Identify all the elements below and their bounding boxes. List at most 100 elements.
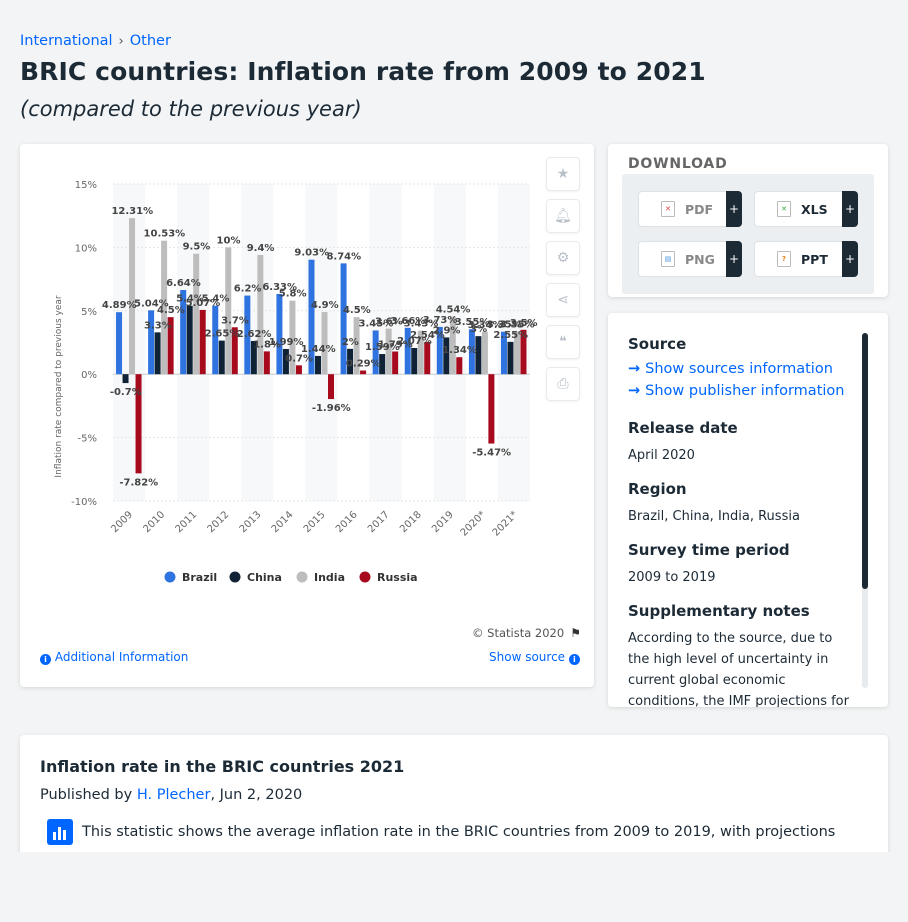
plus-icon[interactable]: + bbox=[726, 191, 742, 227]
info-scrollbar[interactable] bbox=[862, 333, 868, 688]
bar-russia bbox=[135, 374, 142, 474]
bar-brazil bbox=[372, 330, 379, 375]
bar-russia bbox=[263, 351, 270, 375]
download-xls-button[interactable]: ✕ XLS + bbox=[754, 191, 858, 227]
copyright-text: © Statista 2020 bbox=[472, 626, 565, 640]
y-tick-label: 5% bbox=[81, 307, 97, 318]
data-label: 4.5% bbox=[343, 305, 371, 316]
data-label: 5.04% bbox=[134, 298, 169, 309]
bar-china bbox=[154, 332, 161, 375]
share-icon[interactable]: ⋖ bbox=[546, 283, 580, 317]
bar-india bbox=[385, 328, 392, 375]
header-area: International › Other BRIC countries: In… bbox=[0, 0, 908, 140]
data-label: 0.7% bbox=[285, 353, 313, 364]
bar-india bbox=[449, 316, 456, 375]
page-subtitle: (compared to the previous year) bbox=[20, 97, 362, 121]
bar-china bbox=[282, 348, 289, 375]
data-label: -5.47% bbox=[472, 448, 511, 459]
show-sources-link[interactable]: → Show sources information bbox=[628, 361, 854, 377]
bar-china bbox=[122, 374, 129, 384]
bar-india bbox=[257, 255, 264, 375]
info-scrollbar-thumb[interactable] bbox=[862, 333, 868, 589]
data-label: 3.5% bbox=[510, 318, 538, 329]
bar-russia bbox=[328, 374, 334, 400]
data-label: 1.79% bbox=[378, 340, 413, 351]
bar-russia bbox=[392, 351, 399, 375]
published-date: , Jun 2, 2020 bbox=[210, 787, 303, 803]
legend-label-brazil: Brazil bbox=[182, 571, 217, 584]
author-link[interactable]: H. Plecher bbox=[136, 787, 211, 803]
bar-brazil bbox=[244, 295, 251, 375]
gear-icon[interactable]: ⚙ bbox=[546, 241, 580, 275]
bar-china bbox=[507, 341, 514, 375]
survey-period-value: 2009 to 2019 bbox=[628, 570, 716, 585]
bar-china bbox=[475, 336, 482, 375]
release-date-value: April 2020 bbox=[628, 448, 695, 463]
data-label: 2.65% bbox=[205, 329, 240, 340]
plus-icon[interactable]: + bbox=[842, 191, 858, 227]
data-label: 5.8% bbox=[279, 289, 307, 300]
breadcrumb-other[interactable]: Other bbox=[129, 33, 171, 49]
show-sources-label: Show sources information bbox=[645, 361, 833, 377]
data-label: -7.82% bbox=[119, 477, 158, 488]
statistic-description: This statistic shows the average inflati… bbox=[82, 824, 836, 840]
data-label: 3.45% bbox=[359, 318, 394, 329]
show-publisher-link[interactable]: → Show publisher information bbox=[628, 383, 854, 399]
data-label: -1.96% bbox=[312, 403, 351, 414]
bar-brazil bbox=[468, 329, 475, 375]
bar-brazil bbox=[276, 293, 283, 375]
x-tick-label: 2009 bbox=[109, 509, 135, 535]
download-ppt-label: PPT bbox=[801, 251, 828, 267]
data-label: 4.5% bbox=[157, 305, 185, 316]
breadcrumb-separator-icon: › bbox=[118, 33, 124, 49]
data-label: -0.7% bbox=[110, 387, 142, 398]
bar-india bbox=[417, 330, 424, 375]
bar-brazil bbox=[340, 263, 347, 375]
bar-india bbox=[129, 218, 136, 375]
show-source-link[interactable]: Show source i bbox=[489, 650, 580, 665]
download-pdf-button[interactable]: ✕ PDF + bbox=[638, 191, 742, 227]
bell-icon[interactable]: 🔔︎ bbox=[546, 199, 580, 233]
legend-marker-india bbox=[296, 571, 308, 583]
data-label: 6.33% bbox=[262, 282, 297, 293]
ppt-file-icon: ? bbox=[777, 251, 791, 267]
x-tick-label: 2013 bbox=[238, 509, 264, 535]
plus-icon[interactable]: + bbox=[726, 241, 742, 277]
data-label: 3.35% bbox=[487, 320, 522, 331]
print-icon[interactable]: ⎙ bbox=[546, 367, 580, 401]
bar-chart: 15% 10% 5% 0% -5% -10% Inflation rate compared… bbox=[54, 180, 538, 584]
bar-china bbox=[250, 340, 257, 375]
data-label: 1.8% bbox=[253, 339, 281, 350]
flag-icon[interactable]: ⚑ bbox=[570, 626, 581, 640]
download-title: DOWNLOAD bbox=[628, 156, 728, 172]
quote-icon[interactable]: ❝ bbox=[546, 325, 580, 359]
plus-icon[interactable]: + bbox=[842, 241, 858, 277]
chart-toolbar: ★ 🔔︎ ⚙ ⋖ ❝ ⎙ bbox=[546, 157, 582, 409]
chart-card: 15% 10% 5% 0% -5% -10% Inflation rate compared… bbox=[20, 144, 594, 687]
survey-period-heading: Survey time period bbox=[628, 541, 790, 559]
pdf-file-icon: ✕ bbox=[661, 201, 675, 217]
breadcrumb-international[interactable]: International bbox=[20, 33, 113, 49]
data-label: 3.43% bbox=[404, 319, 439, 330]
breadcrumb: International › Other bbox=[20, 33, 171, 49]
x-tick-label: 2017 bbox=[366, 509, 392, 535]
y-axis-label: Inflation rate compared to previous year bbox=[54, 295, 64, 477]
data-label: 5.4% bbox=[202, 294, 230, 305]
legend-label-china: China bbox=[247, 571, 282, 584]
bar-russia bbox=[360, 370, 367, 375]
bar-brazil bbox=[436, 326, 443, 375]
additional-information-link[interactable]: i Additional Information bbox=[40, 650, 188, 665]
download-png-button[interactable]: ▤ PNG + bbox=[638, 241, 742, 277]
release-date-heading: Release date bbox=[628, 419, 738, 437]
bar-brazil bbox=[404, 327, 411, 375]
supplementary-notes-value: According to the source, due to the high… bbox=[628, 631, 849, 707]
data-label: 3.34% bbox=[468, 320, 503, 331]
data-label: 9.4% bbox=[247, 243, 275, 254]
data-label: 1.99% bbox=[269, 337, 304, 348]
info-icon: i bbox=[568, 654, 580, 665]
data-label: 1.44% bbox=[301, 344, 336, 355]
legend-label-india: India bbox=[314, 571, 345, 584]
favorite-icon[interactable]: ★ bbox=[546, 157, 580, 191]
data-label: 10% bbox=[217, 235, 241, 246]
download-ppt-button[interactable]: ? PPT + bbox=[754, 241, 858, 277]
